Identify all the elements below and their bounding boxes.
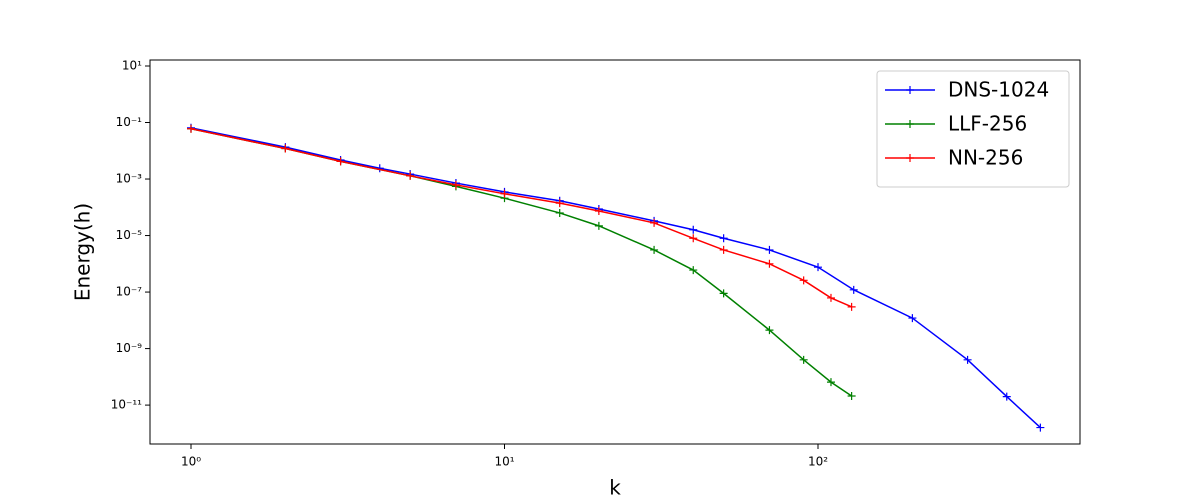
y-tick-label: 10⁻⁹ xyxy=(116,341,143,355)
point-marker xyxy=(406,171,415,180)
point-marker xyxy=(963,355,972,364)
point-marker xyxy=(336,157,345,166)
point-marker xyxy=(1036,423,1045,432)
x-tick-label: 10² xyxy=(808,455,828,469)
y-tick-label: 10⁻¹¹ xyxy=(111,398,142,412)
point-marker xyxy=(689,234,698,243)
x-tick-label: 10⁰ xyxy=(181,455,201,469)
legend-label: NN-256 xyxy=(948,146,1023,170)
point-marker xyxy=(847,302,856,311)
x-axis-title: k xyxy=(609,476,621,500)
plot-frame xyxy=(149,59,1081,445)
point-marker xyxy=(765,245,774,254)
legend-marker xyxy=(906,154,914,162)
point-marker xyxy=(186,124,195,133)
x-tick-label: 10¹ xyxy=(494,455,514,469)
point-marker xyxy=(826,378,835,387)
point-marker xyxy=(849,285,858,294)
series-line xyxy=(190,128,853,397)
series-line xyxy=(190,128,852,308)
point-marker xyxy=(650,218,659,227)
y-tick-label: 10⁻⁵ xyxy=(116,228,143,242)
y-tick-label: 10⁻³ xyxy=(116,172,143,186)
y-tick-label: 10⁻⁷ xyxy=(116,285,143,299)
point-marker xyxy=(719,234,728,243)
point-marker xyxy=(281,144,290,153)
point-marker xyxy=(765,326,774,335)
point-marker xyxy=(555,208,564,217)
point-marker xyxy=(451,180,460,189)
plot-area xyxy=(186,123,1045,432)
point-marker xyxy=(650,245,659,254)
point-marker xyxy=(689,225,698,234)
y-tick-label: 10¹ xyxy=(122,58,142,72)
point-marker xyxy=(814,263,823,272)
point-marker xyxy=(500,189,509,198)
legend-label: DNS-1024 xyxy=(948,78,1049,102)
point-marker xyxy=(765,259,774,268)
point-marker xyxy=(594,206,603,215)
point-marker xyxy=(719,289,728,298)
legend-marker xyxy=(906,86,914,94)
legend-marker xyxy=(906,120,914,128)
y-tick-label: 10⁻¹ xyxy=(116,115,143,129)
legend-label: LLF-256 xyxy=(948,112,1027,136)
point-marker xyxy=(799,276,808,285)
point-marker xyxy=(799,355,808,364)
point-marker xyxy=(555,199,564,208)
point-marker xyxy=(719,245,728,254)
point-marker xyxy=(594,221,603,230)
point-marker xyxy=(826,293,835,302)
y-axis-title: Energy(h) xyxy=(71,203,95,301)
point-marker xyxy=(1002,392,1011,401)
point-marker xyxy=(847,391,856,400)
point-marker xyxy=(689,266,698,275)
point-marker xyxy=(908,314,917,323)
